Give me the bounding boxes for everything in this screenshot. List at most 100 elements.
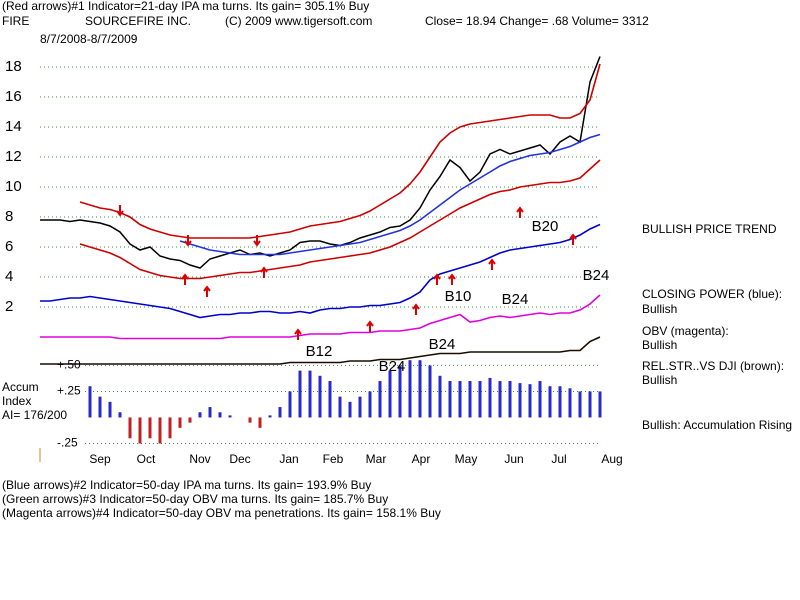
y-tick-label: +.50: [57, 358, 81, 372]
bar: [318, 375, 322, 418]
series-line: [40, 294, 601, 340]
copyright: (C) 2009 www.tigersoft.com: [225, 14, 372, 28]
series-line: [79, 63, 601, 239]
company: SOURCEFIRE INC.: [85, 14, 191, 28]
x-tick-label: Oct: [137, 452, 156, 466]
x-tick-label: Sep: [89, 452, 111, 466]
bar: [408, 360, 412, 418]
x-tick-label: Nov: [189, 452, 210, 466]
note: BULLISH PRICE TREND: [642, 222, 777, 236]
panel-subtitle: Index: [2, 394, 31, 408]
x-tick-label: Jan: [279, 452, 298, 466]
note: CLOSING POWER (blue):: [642, 287, 782, 301]
x-tick-label: Dec: [229, 452, 250, 466]
bar: [548, 386, 552, 418]
bar: [218, 412, 222, 418]
bar: [88, 386, 92, 418]
signal-arrow: [184, 235, 192, 247]
signal-arrow: [448, 273, 456, 285]
bar: [488, 377, 492, 418]
signal-arrow: [412, 303, 420, 315]
bar: [528, 384, 532, 418]
note: OBV (magenta):: [642, 324, 729, 338]
note: Bullish: [642, 338, 677, 352]
bar: [538, 381, 542, 418]
bar: [428, 365, 432, 418]
bar: [178, 417, 182, 428]
signal-arrow: [516, 206, 524, 218]
x-tick-label: May: [455, 452, 478, 466]
bar: [508, 381, 512, 418]
x-tick-label: Jul: [551, 452, 566, 466]
footer-line: (Green arrows)#3 Indicator=50-day OBV ma…: [2, 492, 388, 506]
note: Bullish: [642, 302, 677, 316]
y-tick-label: -.25: [57, 436, 78, 450]
signal-arrow: [433, 273, 441, 285]
bar: [468, 381, 472, 418]
bar: [118, 412, 122, 418]
panel-title: Accum: [2, 380, 39, 394]
bar: [558, 386, 562, 418]
bar: [478, 381, 482, 418]
signal-arrow: [488, 258, 496, 270]
bar: [278, 407, 282, 418]
y-tick-label: 18: [5, 58, 22, 75]
bar: [518, 383, 522, 418]
series-line: [40, 56, 601, 269]
series-line: [79, 159, 601, 280]
panel-annotation: AI= 176/200: [2, 408, 67, 422]
bar: [448, 381, 452, 418]
bar: [578, 391, 582, 418]
signal-label: B24: [502, 291, 529, 308]
signal-label: B24: [583, 267, 610, 284]
y-tick-label: 6: [5, 238, 13, 255]
bar: [328, 381, 332, 418]
bar: [368, 391, 372, 418]
note: Bullish: [642, 373, 677, 387]
bar: [108, 401, 112, 418]
bar: [398, 365, 402, 418]
bar: [388, 370, 392, 418]
y-tick-label: 2: [5, 298, 13, 315]
y-tick-label: 10: [5, 178, 22, 195]
bar: [128, 417, 132, 439]
x-tick-label: Jun: [504, 452, 523, 466]
x-tick-label: Mar: [366, 452, 387, 466]
bar: [198, 412, 202, 418]
signal-label: B24: [429, 336, 456, 353]
bar: [288, 391, 292, 418]
y-tick-label: 12: [5, 148, 22, 165]
bar: [348, 401, 352, 418]
symbol: FIRE: [2, 14, 29, 28]
footer-line: (Blue arrows)#2 Indicator=50-day IPA ma …: [2, 478, 371, 492]
bar: [248, 417, 252, 423]
x-tick-label: Feb: [323, 452, 344, 466]
bar: [598, 391, 602, 418]
series-line: [40, 336, 601, 365]
bar: [358, 396, 362, 418]
bar: [138, 417, 142, 444]
signal-arrow: [203, 285, 211, 297]
period: 8/7/2008-8/7/2009: [40, 32, 138, 46]
signal-label: B24: [379, 358, 406, 375]
y-tick-label: 16: [5, 88, 22, 105]
series-line: [179, 133, 601, 256]
bar: [188, 417, 192, 423]
bar: [378, 381, 382, 418]
quote: Close= 18.94 Change= .68 Volume= 3312: [425, 14, 649, 28]
bar: [418, 360, 422, 418]
header-line: (Red arrows)#1 Indicator=21-day IPA ma t…: [2, 0, 369, 13]
note: Bullish: Accumulation Rising: [642, 418, 792, 432]
bar: [98, 396, 102, 418]
y-tick-label: 4: [5, 268, 13, 285]
bar: [568, 388, 572, 418]
bar: [268, 415, 272, 418]
bar: [338, 396, 342, 418]
bar: [308, 370, 312, 418]
series-line: [40, 223, 601, 319]
bar: [458, 381, 462, 418]
y-tick-label: 8: [5, 208, 13, 225]
y-tick-label: +.25: [57, 384, 81, 398]
signal-label: B12: [306, 343, 333, 360]
